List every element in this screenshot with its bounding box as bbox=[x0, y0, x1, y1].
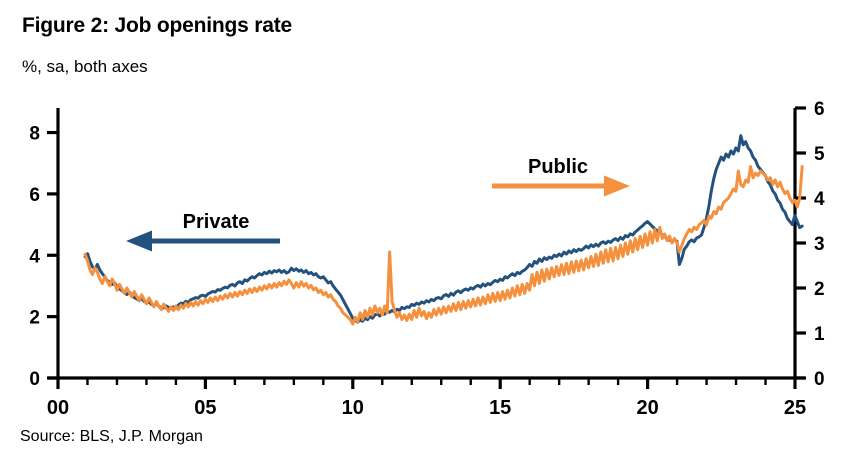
source-note: Source: BLS, J.P. Morgan bbox=[20, 428, 203, 445]
left-axis-tick-label: 0 bbox=[29, 369, 40, 390]
x-axis-tick-label: 10 bbox=[342, 397, 364, 419]
private-label: Private bbox=[183, 211, 250, 233]
series-line-private bbox=[83, 134, 804, 324]
right-axis-tick-label: 5 bbox=[814, 144, 825, 165]
x-axis-tick-label: 15 bbox=[489, 397, 511, 419]
x-axis-tick-label: 20 bbox=[636, 397, 658, 419]
series-group bbox=[83, 134, 804, 326]
left-axis-tick-label: 8 bbox=[29, 124, 40, 145]
figure-title: Figure 2: Job openings rate bbox=[22, 14, 292, 37]
right-axis-tick-label: 4 bbox=[814, 189, 825, 210]
x-axis-tick-label: 05 bbox=[194, 397, 216, 419]
private-arrow-head bbox=[126, 230, 152, 252]
left-axis-tick-label: 6 bbox=[29, 185, 40, 206]
right-axis-tick-label: 0 bbox=[814, 369, 825, 390]
annotations-group: Private Public bbox=[126, 156, 630, 252]
left-axis-tick-label: 4 bbox=[29, 246, 40, 267]
right-axis-tick-label: 6 bbox=[814, 99, 825, 120]
public-label: Public bbox=[528, 156, 588, 178]
left-axis-tick-label: 2 bbox=[29, 308, 40, 329]
x-axis-tick-label: 25 bbox=[784, 397, 806, 419]
right-axis-tick-label: 2 bbox=[814, 279, 825, 300]
axes-group: 0 2 4 6 8 0 1 2 3 4 5 6 00 05 10 15 20 25 bbox=[29, 99, 825, 419]
x-axis-tick-label: 00 bbox=[47, 397, 69, 419]
public-arrow-head bbox=[604, 175, 630, 197]
right-axis-tick-label: 1 bbox=[814, 324, 825, 345]
figure-subtitle: %, sa, both axes bbox=[22, 57, 148, 76]
series-line-public bbox=[83, 165, 804, 326]
right-axis-tick-label: 3 bbox=[814, 234, 825, 255]
